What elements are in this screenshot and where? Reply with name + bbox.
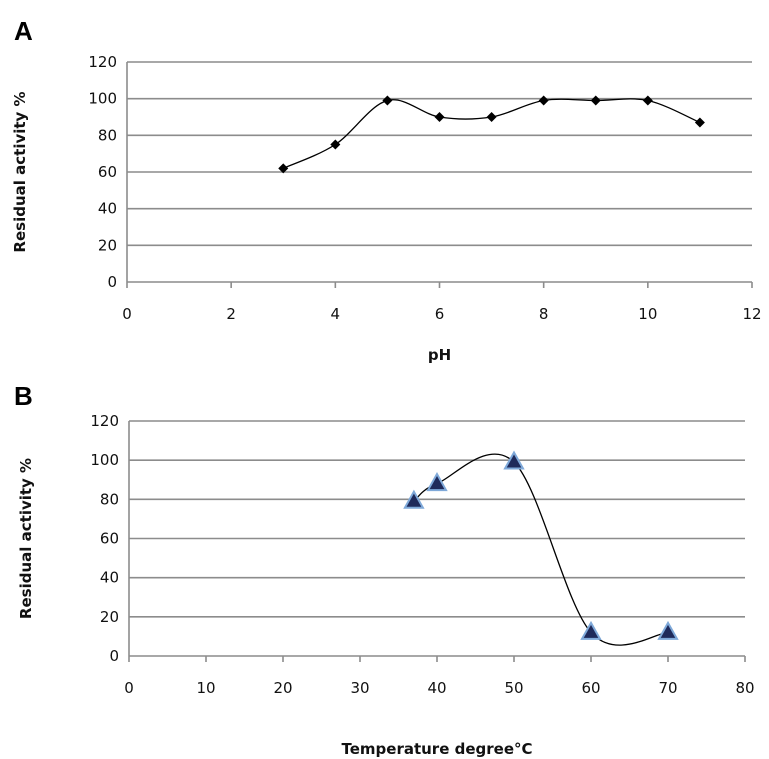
- data-point-marker: [642, 95, 653, 106]
- x-tick-label: 0: [124, 679, 134, 697]
- data-point-marker: [580, 620, 602, 640]
- y-tick-label: 100: [90, 451, 119, 469]
- y-tick-label: 80: [98, 126, 117, 144]
- x-tick-label: 40: [427, 679, 446, 697]
- y-tick-label: 60: [100, 530, 119, 548]
- data-point-marker: [426, 472, 448, 492]
- series-line: [282, 98, 701, 169]
- x-tick-label: 2: [226, 305, 236, 323]
- y-tick-label: 0: [107, 273, 117, 291]
- x-tick-label: 70: [658, 679, 677, 697]
- x-tick-label: 8: [539, 305, 549, 323]
- y-tick-label: 20: [98, 236, 117, 254]
- data-point-marker: [486, 112, 497, 122]
- data-point-marker: [590, 95, 601, 106]
- data-point-marker: [694, 117, 705, 128]
- y-tick-label: 60: [98, 163, 117, 181]
- y-tick-label: 80: [100, 490, 119, 508]
- x-axis-title: Temperature degree°C: [341, 740, 532, 758]
- y-tick-label: 120: [88, 53, 117, 71]
- x-tick-label: 10: [196, 679, 215, 697]
- x-tick-label: 4: [331, 305, 341, 323]
- y-tick-label: 40: [98, 200, 117, 218]
- data-point-marker: [278, 163, 289, 174]
- y-tick-label: 40: [100, 569, 119, 587]
- panel-letter-a: A: [14, 16, 33, 46]
- y-tick-label: 0: [109, 647, 119, 665]
- x-tick-label: 10: [638, 305, 657, 323]
- x-tick-label: 50: [504, 679, 523, 697]
- chart-b: 0 20 40 60 80 100 120 0 10 20 30 40 50 60 70 80 Temperat…: [17, 412, 755, 758]
- x-axis-title: pH: [428, 346, 451, 364]
- data-point-marker: [382, 95, 393, 106]
- x-tick-label: 0: [122, 305, 132, 323]
- y-tick-label: 20: [100, 608, 119, 626]
- y-axis-title: Residual activity %: [11, 91, 29, 252]
- data-point-marker: [403, 489, 425, 509]
- data-point-marker: [657, 620, 679, 640]
- y-axis-title: Residual activity %: [17, 458, 35, 619]
- data-point-marker: [330, 139, 341, 150]
- chart-a: 0 20 40 60 80 100 120 0 2 4 6 8 10 12 pH Residual activ…: [11, 53, 762, 364]
- data-point-marker: [434, 112, 445, 122]
- panel-letter-b: B: [14, 381, 33, 411]
- y-tick-label: 120: [90, 412, 119, 430]
- x-tick-label: 20: [273, 679, 292, 697]
- data-point-marker: [538, 95, 549, 106]
- x-tick-label: 80: [735, 679, 754, 697]
- x-tick-label: 60: [581, 679, 600, 697]
- x-tick-label: 6: [435, 305, 445, 323]
- x-tick-label: 30: [350, 679, 369, 697]
- x-tick-label: 12: [742, 305, 761, 323]
- y-tick-label: 100: [88, 90, 117, 108]
- data-point-marker: [503, 450, 525, 470]
